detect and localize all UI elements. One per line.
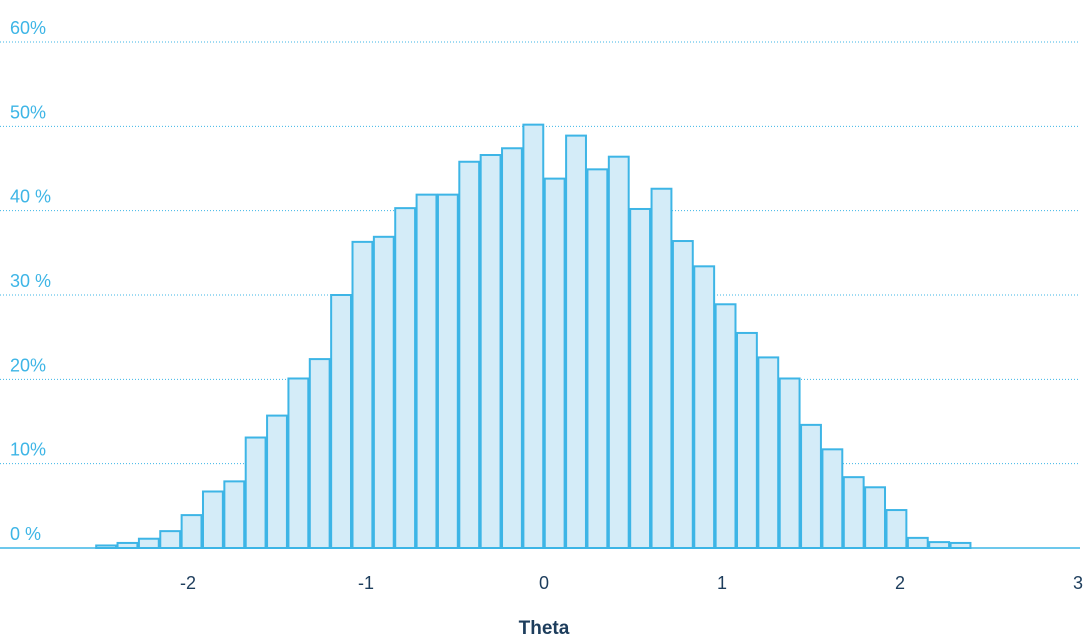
- histogram-bar: [821, 448, 844, 549]
- histogram-bar: [714, 303, 737, 549]
- histogram-bar: [394, 207, 417, 550]
- histogram-bars: [95, 123, 972, 550]
- histogram-bar: [565, 134, 587, 550]
- x-tick-label: 3: [1073, 573, 1083, 593]
- histogram-bar: [266, 414, 288, 550]
- histogram-bar: [244, 436, 267, 550]
- x-axis-title: Theta: [519, 618, 570, 639]
- histogram-bar: [906, 536, 929, 550]
- histogram-bar: [522, 123, 545, 549]
- histogram-bar: [180, 514, 203, 549]
- histogram-bar: [159, 530, 182, 550]
- histogram-bar: [543, 177, 566, 549]
- histogram-bar: [223, 480, 246, 550]
- histogram-bar: [436, 193, 459, 549]
- x-tick-label: 0: [539, 573, 549, 593]
- y-tick-label: 60%: [10, 18, 46, 38]
- y-tick-label: 20%: [10, 355, 46, 375]
- x-tick-label: -2: [180, 573, 196, 593]
- histogram-bar: [800, 423, 822, 549]
- y-tick-label: 50%: [10, 102, 46, 122]
- histogram-bar: [372, 235, 395, 549]
- histogram-bar: [757, 356, 780, 550]
- histogram-bar: [458, 160, 481, 549]
- histogram-bar: [607, 155, 630, 549]
- histogram-bar: [864, 486, 887, 549]
- y-tick-label: 10%: [10, 440, 46, 460]
- histogram-bar: [330, 294, 353, 549]
- histogram-bar: [137, 537, 160, 549]
- histogram-bar: [650, 187, 673, 550]
- histogram-bar: [735, 331, 758, 550]
- histogram-bar: [501, 147, 523, 549]
- x-tick-label: 2: [895, 573, 905, 593]
- histogram-bar: [308, 358, 331, 549]
- histogram-bar: [586, 168, 609, 550]
- y-tick-label: 40 %: [10, 187, 51, 207]
- histogram-bar: [479, 154, 502, 550]
- y-tick-label: 0 %: [10, 524, 41, 544]
- x-tick-label: 1: [717, 573, 727, 593]
- x-tick-label: -1: [358, 573, 374, 593]
- histogram-bar: [928, 541, 951, 550]
- histogram-bar: [201, 490, 224, 550]
- histogram-bar: [351, 240, 374, 549]
- y-axis-tick-labels: 0 % 10% 20% 30 % 40 % 50% 60%: [10, 18, 51, 544]
- histogram-bar: [885, 509, 908, 549]
- histogram-bar: [778, 377, 801, 549]
- histogram-bar: [629, 207, 652, 549]
- histogram-bar: [671, 240, 694, 549]
- histogram-bar: [116, 541, 139, 550]
- histogram-bar: [287, 377, 310, 549]
- histogram-bar: [693, 265, 716, 549]
- histogram-bar: [415, 193, 438, 549]
- histogram-bar: [842, 476, 865, 549]
- x-axis-tick-labels: -2 -1 0 1 2 3: [180, 573, 1083, 593]
- histogram-bar: [949, 541, 972, 550]
- y-tick-label: 30 %: [10, 271, 51, 291]
